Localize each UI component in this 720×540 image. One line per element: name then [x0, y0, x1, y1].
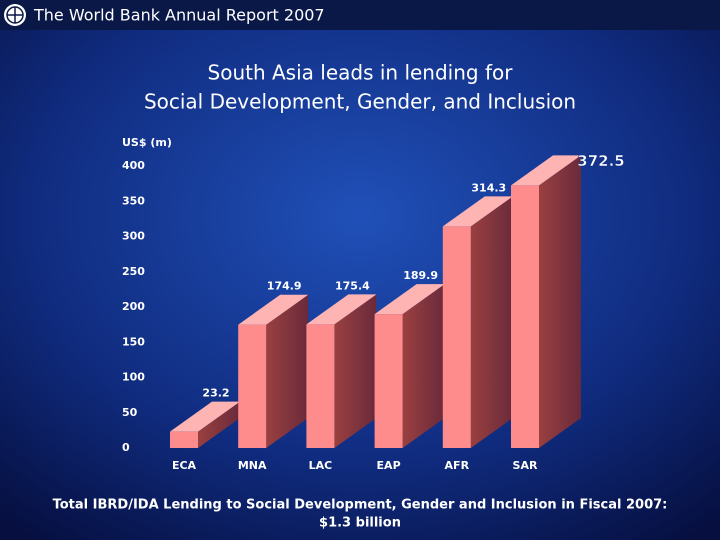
bar-side — [402, 284, 445, 448]
bar-top — [374, 284, 445, 315]
bar — [306, 324, 335, 448]
bar-side — [470, 196, 513, 448]
bar-top — [170, 401, 240, 432]
x-tick-label: LAC — [309, 459, 333, 472]
value-label: 174.9 — [267, 280, 302, 293]
x-tick-label: MNA — [238, 459, 267, 472]
chart-subtitle: Social Development, Gender, and Inclusio… — [144, 90, 576, 114]
bar-side — [539, 155, 581, 448]
x-tick-label: ECA — [172, 459, 197, 472]
x-tick-label: AFR — [445, 459, 470, 472]
bar — [511, 185, 539, 448]
bar-side — [198, 401, 240, 448]
bar-top — [306, 294, 377, 325]
header-bar — [0, 0, 720, 30]
bar-side — [334, 294, 377, 448]
y-tick-label: 50 — [122, 406, 138, 419]
x-tick-label: EAP — [377, 459, 401, 472]
footer-line: Total IBRD/IDA Lending to Social Develop… — [53, 498, 668, 513]
value-label: 23.2 — [202, 387, 229, 400]
value-label: 189.9 — [403, 269, 438, 282]
y-tick-label: 400 — [122, 159, 145, 172]
y-tick-label: 150 — [122, 335, 145, 348]
y-tick-label: 250 — [122, 265, 145, 278]
y-tick-label: 350 — [122, 194, 145, 207]
y-tick-label: 100 — [122, 371, 145, 384]
logo — [4, 4, 26, 26]
bar-side — [266, 294, 309, 448]
bar — [374, 314, 403, 448]
chart-title: South Asia leads in lending for — [208, 61, 514, 85]
bar-top — [238, 294, 309, 325]
y-tick-label: 200 — [122, 300, 145, 313]
value-label: 175.4 — [335, 279, 370, 292]
bar — [170, 431, 198, 448]
bar-top — [511, 155, 581, 186]
y-axis-label: US$ (m) — [122, 136, 172, 149]
y-tick-label: 0 — [122, 441, 130, 454]
footer-line: $1.3 billion — [319, 516, 401, 531]
bar — [442, 226, 471, 448]
x-tick-label: SAR — [513, 459, 538, 472]
y-tick-label: 300 — [122, 230, 145, 243]
value-label: 314.3 — [471, 181, 506, 194]
header-title: The World Bank Annual Report 2007 — [33, 6, 325, 25]
bar — [238, 324, 267, 448]
bar-top — [442, 196, 513, 227]
value-label: 372.5 — [577, 152, 624, 170]
